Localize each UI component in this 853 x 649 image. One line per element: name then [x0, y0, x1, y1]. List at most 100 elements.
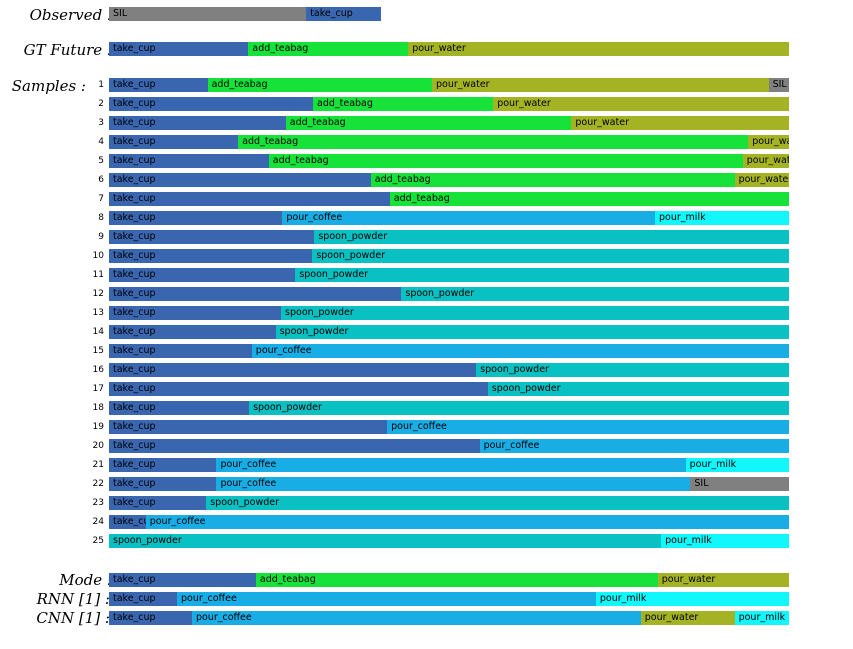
- sample-number: 6: [98, 175, 104, 185]
- segment-spoon-powder: spoon_powder: [281, 306, 790, 320]
- sample-number: 19: [92, 422, 104, 432]
- segment-SIL: SIL: [109, 7, 307, 21]
- cnn-label: CNN [1] :: [36, 609, 110, 627]
- rnn-bar: take_cup pour_coffee pour_milk: [109, 592, 790, 606]
- sample-bar: take_cup spoon_powder: [109, 401, 790, 415]
- sample-bar: take_cup add_teabag: [109, 192, 790, 206]
- segment-pour-water: pour_water: [640, 611, 736, 625]
- segment-SIL: SIL: [690, 477, 790, 491]
- segment-pour-water: pour_water: [571, 116, 790, 130]
- segment-take-cup: take_cup: [109, 211, 283, 225]
- observed-bar: SIL take_cup: [109, 7, 382, 21]
- segment-pour-milk: pour_milk: [595, 592, 790, 606]
- segment-pour-coffee: pour_coffee: [191, 611, 642, 625]
- segment-add-teabag: add_teabag: [370, 173, 736, 187]
- segment-take-cup: take_cup: [109, 287, 402, 301]
- cnn-bar: take_cup pour_coffee pour_water pour_milk: [109, 611, 790, 625]
- segment-spoon-powder: spoon_powder: [275, 325, 790, 339]
- segment-take-cup: take_cup: [109, 477, 217, 491]
- segment-add-teabag: add_teabag: [238, 135, 749, 149]
- sample-bar: take_cup spoon_powder: [109, 268, 790, 282]
- sample-bar: spoon_powder pour_milk: [109, 534, 790, 548]
- segment-pour-coffee: pour_coffee: [387, 420, 790, 434]
- segment-take-cup: take_cup: [306, 7, 382, 21]
- segment-take-cup: take_cup: [109, 230, 315, 244]
- segment-pour-water: pour_water: [432, 78, 770, 92]
- mode-label: Mode :: [59, 571, 112, 589]
- mode-bar: take_cup add_teabag pour_water: [109, 573, 790, 587]
- segment-spoon-powder: spoon_powder: [314, 230, 790, 244]
- segment-take-cup: take_cup: [109, 325, 277, 339]
- sample-bar: take_cup spoon_powder: [109, 382, 790, 396]
- segment-pour-milk: pour_milk: [655, 211, 790, 225]
- segment-pour-water: pour_water: [493, 97, 790, 111]
- segment-take-cup: take_cup: [109, 515, 147, 529]
- segment-take-cup: take_cup: [109, 42, 249, 56]
- segment-take-cup: take_cup: [109, 173, 372, 187]
- segment-spoon-powder: spoon_powder: [401, 287, 790, 301]
- sample-bar: take_cup spoon_powder: [109, 306, 790, 320]
- sample-bar: take_cup spoon_powder: [109, 230, 790, 244]
- segment-take-cup: take_cup: [109, 611, 193, 625]
- sample-number: 2: [98, 99, 104, 109]
- segment-spoon-powder: spoon_powder: [206, 496, 790, 510]
- segment-take-cup: take_cup: [109, 458, 217, 472]
- segment-spoon-powder: spoon_powder: [109, 534, 662, 548]
- sample-bar: take_cup pour_coffee pour_milk: [109, 211, 790, 225]
- sample-number: 4: [98, 137, 104, 147]
- segment-pour-water: pour_water: [408, 42, 790, 56]
- segment-take-cup: take_cup: [109, 154, 270, 168]
- segment-pour-coffee: pour_coffee: [282, 211, 656, 225]
- segment-take-cup: take_cup: [109, 382, 489, 396]
- sample-bar: take_cup spoon_powder: [109, 363, 790, 377]
- segment-pour-coffee: pour_coffee: [177, 592, 597, 606]
- segment-take-cup: take_cup: [109, 401, 250, 415]
- sample-number: 14: [92, 327, 104, 337]
- sample-number: 17: [92, 384, 104, 394]
- sample-number: 5: [98, 156, 104, 166]
- segment-take-cup: take_cup: [109, 363, 477, 377]
- segment-take-cup: take_cup: [109, 420, 388, 434]
- segment-add-teabag: add_teabag: [268, 154, 744, 168]
- segment-take-cup: take_cup: [109, 249, 313, 263]
- segment-spoon-powder: spoon_powder: [476, 363, 790, 377]
- sample-bar: take_cup pour_coffee SIL: [109, 477, 790, 491]
- segment-take-cup: take_cup: [109, 573, 257, 587]
- segment-spoon-powder: spoon_powder: [487, 382, 790, 396]
- sample-bar: take_cup spoon_powder: [109, 325, 790, 339]
- rnn-label: RNN [1] :: [36, 590, 110, 608]
- sample-bar: take_cup pour_coffee pour_milk: [109, 458, 790, 472]
- samples-label: Samples :: [11, 77, 86, 95]
- segment-take-cup: take_cup: [109, 592, 178, 606]
- segment-pour-water: pour_water: [748, 135, 790, 149]
- segment-pour-coffee: pour_coffee: [251, 344, 790, 358]
- sample-number: 21: [92, 460, 104, 470]
- sample-number: 7: [98, 194, 104, 204]
- sample-bar: take_cup add_teabag pour_water SIL: [109, 78, 790, 92]
- segment-pour-coffee: pour_coffee: [216, 458, 687, 472]
- sample-number: 18: [92, 403, 104, 413]
- sample-number: 9: [98, 232, 104, 242]
- segment-pour-coffee: pour_coffee: [145, 515, 790, 529]
- sample-bar: take_cup spoon_powder: [109, 249, 790, 263]
- segment-spoon-powder: spoon_powder: [312, 249, 790, 263]
- sample-number: 12: [92, 289, 104, 299]
- segment-take-cup: take_cup: [109, 116, 287, 130]
- segment-take-cup: take_cup: [109, 496, 207, 510]
- segment-add-teabag: add_teabag: [255, 573, 659, 587]
- segment-pour-coffee: pour_coffee: [216, 477, 691, 491]
- segment-take-cup: take_cup: [109, 135, 239, 149]
- observed-label: Observed :: [29, 6, 112, 24]
- segment-pour-milk: pour_milk: [734, 611, 790, 625]
- segment-take-cup: take_cup: [109, 344, 253, 358]
- segment-add-teabag: add_teabag: [313, 97, 494, 111]
- sample-number: 20: [92, 441, 104, 451]
- segment-add-teabag: add_teabag: [285, 116, 572, 130]
